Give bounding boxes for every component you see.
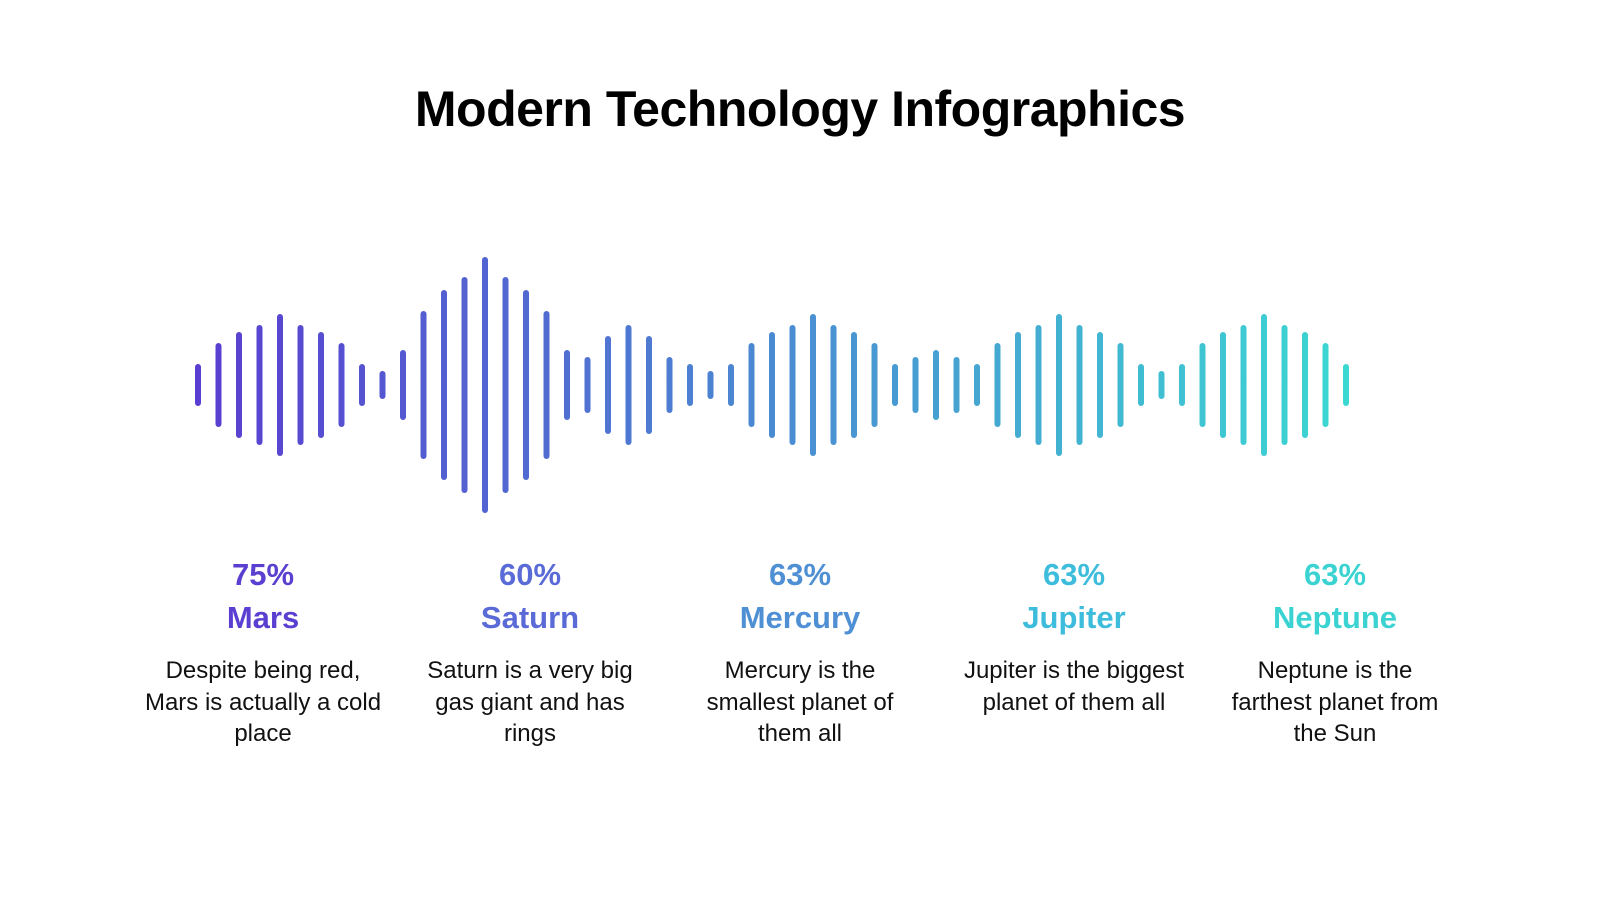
planet-card-jupiter: 63% Jupiter Jupiter is the biggest plane… <box>954 555 1194 718</box>
planet-name: Neptune <box>1273 600 1397 635</box>
percent-label: 75% <box>231 557 295 592</box>
planet-card-mercury: 63% Mercury Mercury is the smallest plan… <box>680 555 920 750</box>
percent-label: 63% <box>1042 557 1106 592</box>
planet-description: Mercury is the smallest planet of them a… <box>706 657 894 747</box>
planet-name: Mercury <box>739 600 861 635</box>
percent-label: 60% <box>498 557 562 592</box>
sound-wave-graphic <box>195 257 1349 513</box>
page-title: Modern Technology Infographics <box>414 81 1186 137</box>
planet-description: Despite being red, Mars is actually a co… <box>144 657 382 747</box>
percent-label: 63% <box>1303 557 1367 592</box>
planet-name: Mars <box>226 600 300 635</box>
planet-card-mars: 75% Mars Despite being red, Mars is actu… <box>143 555 383 750</box>
planet-description: Neptune is the farthest planet from the … <box>1231 657 1439 747</box>
planet-card-neptune: 63% Neptune Neptune is the farthest plan… <box>1215 555 1455 750</box>
percent-label: 63% <box>768 557 832 592</box>
planet-name: Saturn <box>480 600 580 635</box>
planet-description: Jupiter is the biggest planet of them al… <box>963 657 1185 716</box>
planet-name: Jupiter <box>1022 600 1126 635</box>
planet-card-saturn: 60% Saturn Saturn is a very big gas gian… <box>410 555 650 750</box>
planet-description: Saturn is a very big gas giant and has r… <box>427 657 633 747</box>
